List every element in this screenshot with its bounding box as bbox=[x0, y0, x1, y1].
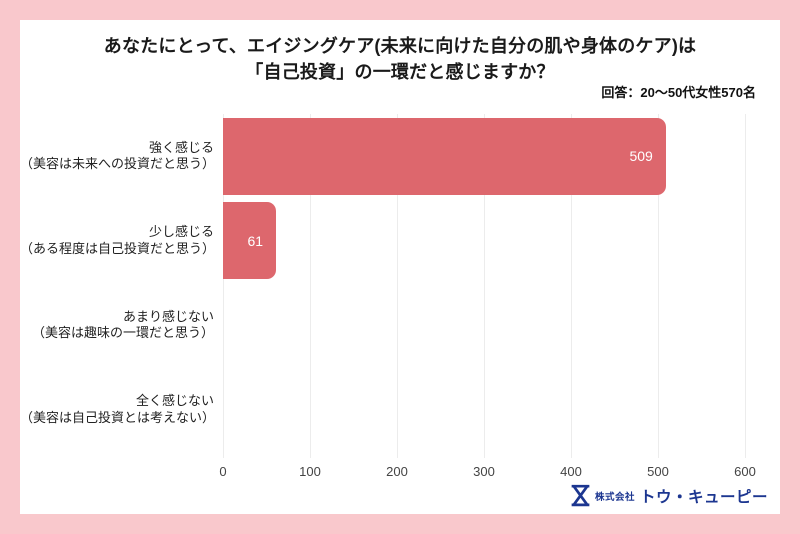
hourglass-logo-icon bbox=[571, 484, 590, 507]
category-label: 少し感じる （ある程度は自己投資だと思う） bbox=[20, 224, 223, 257]
chart-rows: 強く感じる （美容は未来への投資だと思う） 509 少し感じる （ある程度は自己投資だと… bbox=[20, 114, 745, 452]
x-tick-label: 200 bbox=[386, 464, 408, 479]
bar-value-label: 509 bbox=[629, 148, 653, 165]
chart-row: 少し感じる （ある程度は自己投資だと思う） 61 bbox=[20, 199, 745, 284]
category-label-sub: （美容は未来への投資だと思う） bbox=[20, 156, 216, 172]
chart-title: あなたにとって、エイジングケア(未来に向けた自分の肌や身体のケア)は 「自己投資… bbox=[20, 33, 780, 85]
gridline-0 bbox=[223, 114, 224, 458]
chart-title-line1: あなたにとって、エイジングケア(未来に向けた自分の肌や身体のケア)は bbox=[103, 36, 697, 56]
gridlines bbox=[223, 114, 746, 458]
x-tick-label: 300 bbox=[473, 464, 495, 479]
category-label-sub: （美容は自己投資とは考えない） bbox=[20, 409, 216, 425]
x-tick-label: 0 bbox=[219, 464, 227, 479]
x-tick-label: 100 bbox=[299, 464, 321, 479]
gridline-600 bbox=[745, 114, 746, 458]
bar-area bbox=[223, 283, 745, 368]
chart-row: あまり感じない （美容は趣味の一環だと思う） bbox=[20, 283, 745, 368]
gridline-100 bbox=[310, 114, 311, 458]
category-label-main: 少し感じる bbox=[148, 224, 214, 240]
category-label-main: 全く感じない bbox=[135, 393, 214, 409]
bar-area bbox=[223, 368, 745, 453]
category-label-main: 強く感じる bbox=[148, 139, 214, 155]
category-label-sub: （美容は趣味の一環だと思う） bbox=[31, 325, 214, 341]
bar: 61 bbox=[223, 202, 277, 280]
chart-row: 強く感じる （美容は未来への投資だと思う） 509 bbox=[20, 114, 745, 199]
chart-title-line2: 「自己投資」の一環だと感じますか？ bbox=[245, 62, 555, 82]
gridline-300 bbox=[484, 114, 485, 458]
category-label: 全く感じない （美容は自己投資とは考えない） bbox=[20, 393, 223, 426]
x-axis: 0 100 200 300 400 500 600 bbox=[20, 464, 755, 482]
x-tick-label: 400 bbox=[560, 464, 582, 479]
gridline-500 bbox=[658, 114, 659, 458]
bar-area: 61 bbox=[223, 199, 745, 284]
bar-value-label: 61 bbox=[247, 232, 264, 249]
gridline-200 bbox=[397, 114, 398, 458]
category-label: あまり感じない （美容は趣味の一環だと思う） bbox=[20, 309, 223, 342]
category-label-main: あまり感じない bbox=[122, 308, 214, 324]
gridline-400 bbox=[571, 114, 572, 458]
category-label: 強く感じる （美容は未来への投資だと思う） bbox=[20, 140, 223, 173]
bar: 509 bbox=[223, 117, 666, 195]
company-logo: 株式会社 トウ・キューピー bbox=[571, 484, 768, 507]
respondents-note: 回答：20～50代女性570名 bbox=[601, 85, 756, 100]
company-prefix-label: 株式会社 bbox=[594, 491, 635, 503]
horizontal-bar-chart: 強く感じる （美容は未来への投資だと思う） 509 少し感じる （ある程度は自己投資だと… bbox=[20, 114, 756, 479]
company-name-label: トウ・キューピー bbox=[639, 488, 768, 506]
x-tick-label: 500 bbox=[647, 464, 669, 479]
chart-row: 全く感じない （美容は自己投資とは考えない） bbox=[20, 368, 745, 453]
chart-panel: あなたにとって、エイジングケア(未来に向けた自分の肌や身体のケア)は 「自己投資… bbox=[20, 20, 780, 514]
bar-area: 509 bbox=[223, 114, 745, 199]
category-label-sub: （ある程度は自己投資だと思う） bbox=[20, 240, 216, 256]
x-tick-label: 600 bbox=[734, 464, 756, 479]
